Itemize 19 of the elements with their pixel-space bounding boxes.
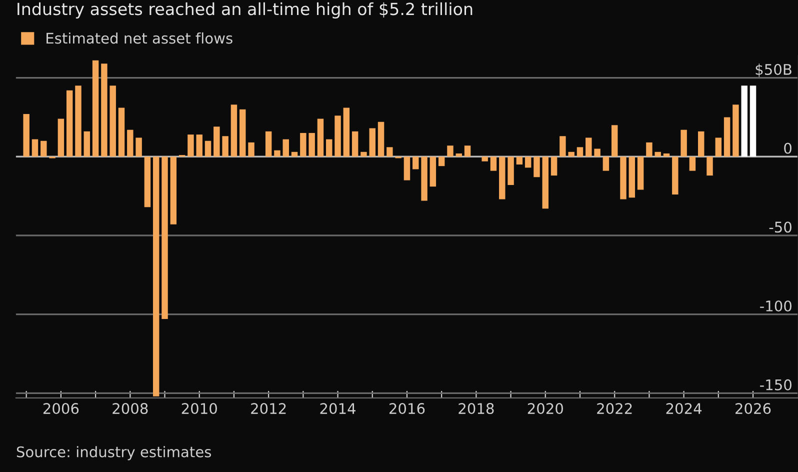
x-tick-label: 2008	[112, 403, 148, 414]
x-tick-label: 2022	[597, 403, 632, 414]
x-tick-label: 2010	[182, 403, 217, 414]
x-tick-label: 2026	[736, 403, 771, 414]
x-tick-label: 2012	[251, 403, 286, 414]
source-note: Source: industry estimates	[16, 446, 212, 460]
y-tick-label: $50B	[756, 64, 792, 77]
y-tick-label: -150	[760, 379, 792, 390]
x-tick-label: 2014	[320, 403, 356, 414]
chart-title: Industry assets reached an all-time high of $5.2 trillion	[18, 2, 472, 18]
x-tick-label: 2020	[528, 403, 563, 414]
x-tick-label: 2006	[43, 403, 79, 414]
x-tick-label: 2018	[458, 403, 494, 414]
y-tick-label: -100	[760, 300, 792, 312]
legend-label: Estimated net asset flows	[46, 32, 232, 44]
x-tick-label: 2016	[389, 403, 425, 414]
x-tick-label: 2024	[666, 403, 702, 414]
y-tick-label: -50	[769, 222, 792, 233]
y-tick-label: 0	[784, 142, 792, 154]
